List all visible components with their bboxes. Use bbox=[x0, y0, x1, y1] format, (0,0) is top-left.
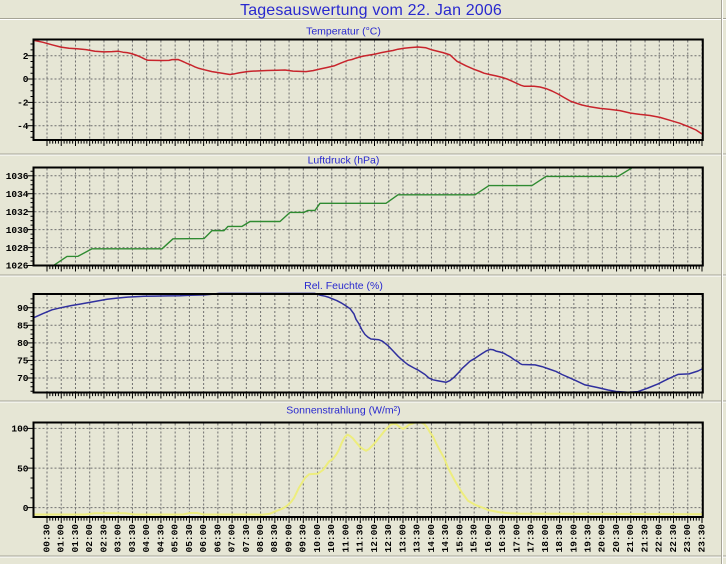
svg-text:90: 90 bbox=[17, 303, 29, 314]
svg-text:03:00: 03:00 bbox=[113, 524, 124, 553]
svg-text:1034: 1034 bbox=[6, 189, 29, 200]
svg-text:02:00: 02:00 bbox=[84, 524, 95, 553]
svg-text:2: 2 bbox=[23, 51, 29, 62]
svg-text:08:00: 08:00 bbox=[255, 524, 266, 553]
svg-text:22:00: 22:00 bbox=[654, 524, 665, 553]
svg-text:-4: -4 bbox=[17, 121, 29, 132]
svg-text:11:00: 11:00 bbox=[340, 524, 351, 553]
svg-text:11:30: 11:30 bbox=[355, 524, 366, 553]
svg-text:80: 80 bbox=[17, 338, 29, 349]
svg-text:85: 85 bbox=[17, 321, 29, 332]
svg-text:1032: 1032 bbox=[6, 207, 29, 218]
svg-text:05:00: 05:00 bbox=[170, 524, 181, 553]
svg-text:0: 0 bbox=[23, 74, 29, 85]
svg-text:23:30: 23:30 bbox=[696, 524, 707, 553]
svg-text:Luftdruck (hPa): Luftdruck (hPa) bbox=[308, 155, 380, 167]
svg-text:18:00: 18:00 bbox=[540, 524, 551, 553]
svg-text:04:30: 04:30 bbox=[155, 524, 166, 553]
svg-text:1026: 1026 bbox=[6, 261, 29, 272]
svg-text:Tagesauswertung vom 22. Jan 20: Tagesauswertung vom 22. Jan 2006 bbox=[240, 2, 502, 19]
svg-text:23:00: 23:00 bbox=[682, 524, 693, 553]
svg-text:19:30: 19:30 bbox=[582, 524, 593, 553]
svg-text:75: 75 bbox=[17, 356, 29, 367]
svg-text:14:30: 14:30 bbox=[440, 524, 451, 553]
svg-text:16:00: 16:00 bbox=[483, 524, 494, 553]
svg-text:19:00: 19:00 bbox=[568, 524, 579, 553]
svg-text:12:30: 12:30 bbox=[383, 524, 394, 553]
svg-text:Rel. Feuchte (%): Rel. Feuchte (%) bbox=[304, 280, 383, 292]
svg-text:00:30: 00:30 bbox=[41, 524, 52, 553]
svg-text:06:00: 06:00 bbox=[198, 524, 209, 553]
svg-text:17:30: 17:30 bbox=[526, 524, 537, 553]
svg-text:18:30: 18:30 bbox=[554, 524, 565, 553]
svg-text:20:30: 20:30 bbox=[611, 524, 622, 553]
svg-text:04:00: 04:00 bbox=[141, 524, 152, 553]
svg-text:1036: 1036 bbox=[6, 171, 29, 182]
svg-text:02:30: 02:30 bbox=[98, 524, 109, 553]
svg-text:22:30: 22:30 bbox=[668, 524, 679, 553]
svg-text:-2: -2 bbox=[17, 98, 29, 109]
svg-text:10:30: 10:30 bbox=[326, 524, 337, 553]
svg-text:13:30: 13:30 bbox=[412, 524, 423, 553]
svg-text:01:30: 01:30 bbox=[70, 524, 81, 553]
svg-text:Sonnenstrahlung (W/m²): Sonnenstrahlung (W/m²) bbox=[286, 405, 400, 417]
svg-text:Temperatur (°C): Temperatur (°C) bbox=[306, 26, 381, 38]
svg-text:17:00: 17:00 bbox=[511, 524, 522, 553]
svg-text:70: 70 bbox=[17, 373, 29, 384]
svg-text:14:00: 14:00 bbox=[426, 524, 437, 553]
svg-text:05:30: 05:30 bbox=[184, 524, 195, 553]
svg-text:1028: 1028 bbox=[6, 243, 29, 254]
svg-text:21:30: 21:30 bbox=[639, 524, 650, 553]
svg-text:20:00: 20:00 bbox=[597, 524, 608, 553]
svg-text:12:00: 12:00 bbox=[369, 524, 380, 553]
svg-text:06:30: 06:30 bbox=[212, 524, 223, 553]
svg-text:16:30: 16:30 bbox=[497, 524, 508, 553]
svg-text:09:30: 09:30 bbox=[298, 524, 309, 553]
svg-text:50: 50 bbox=[17, 463, 29, 474]
svg-text:21:00: 21:00 bbox=[625, 524, 636, 553]
svg-text:08:30: 08:30 bbox=[269, 524, 280, 553]
svg-text:07:30: 07:30 bbox=[241, 524, 252, 553]
svg-text:01:00: 01:00 bbox=[56, 524, 67, 553]
svg-text:0: 0 bbox=[23, 503, 29, 514]
svg-text:07:00: 07:00 bbox=[227, 524, 238, 553]
svg-text:15:30: 15:30 bbox=[469, 524, 480, 553]
svg-text:09:00: 09:00 bbox=[283, 524, 294, 553]
svg-text:1030: 1030 bbox=[6, 225, 29, 236]
svg-text:10:00: 10:00 bbox=[312, 524, 323, 553]
svg-text:13:00: 13:00 bbox=[397, 524, 408, 553]
svg-text:03:30: 03:30 bbox=[127, 524, 138, 553]
svg-text:15:00: 15:00 bbox=[454, 524, 465, 553]
svg-text:100: 100 bbox=[11, 424, 28, 435]
